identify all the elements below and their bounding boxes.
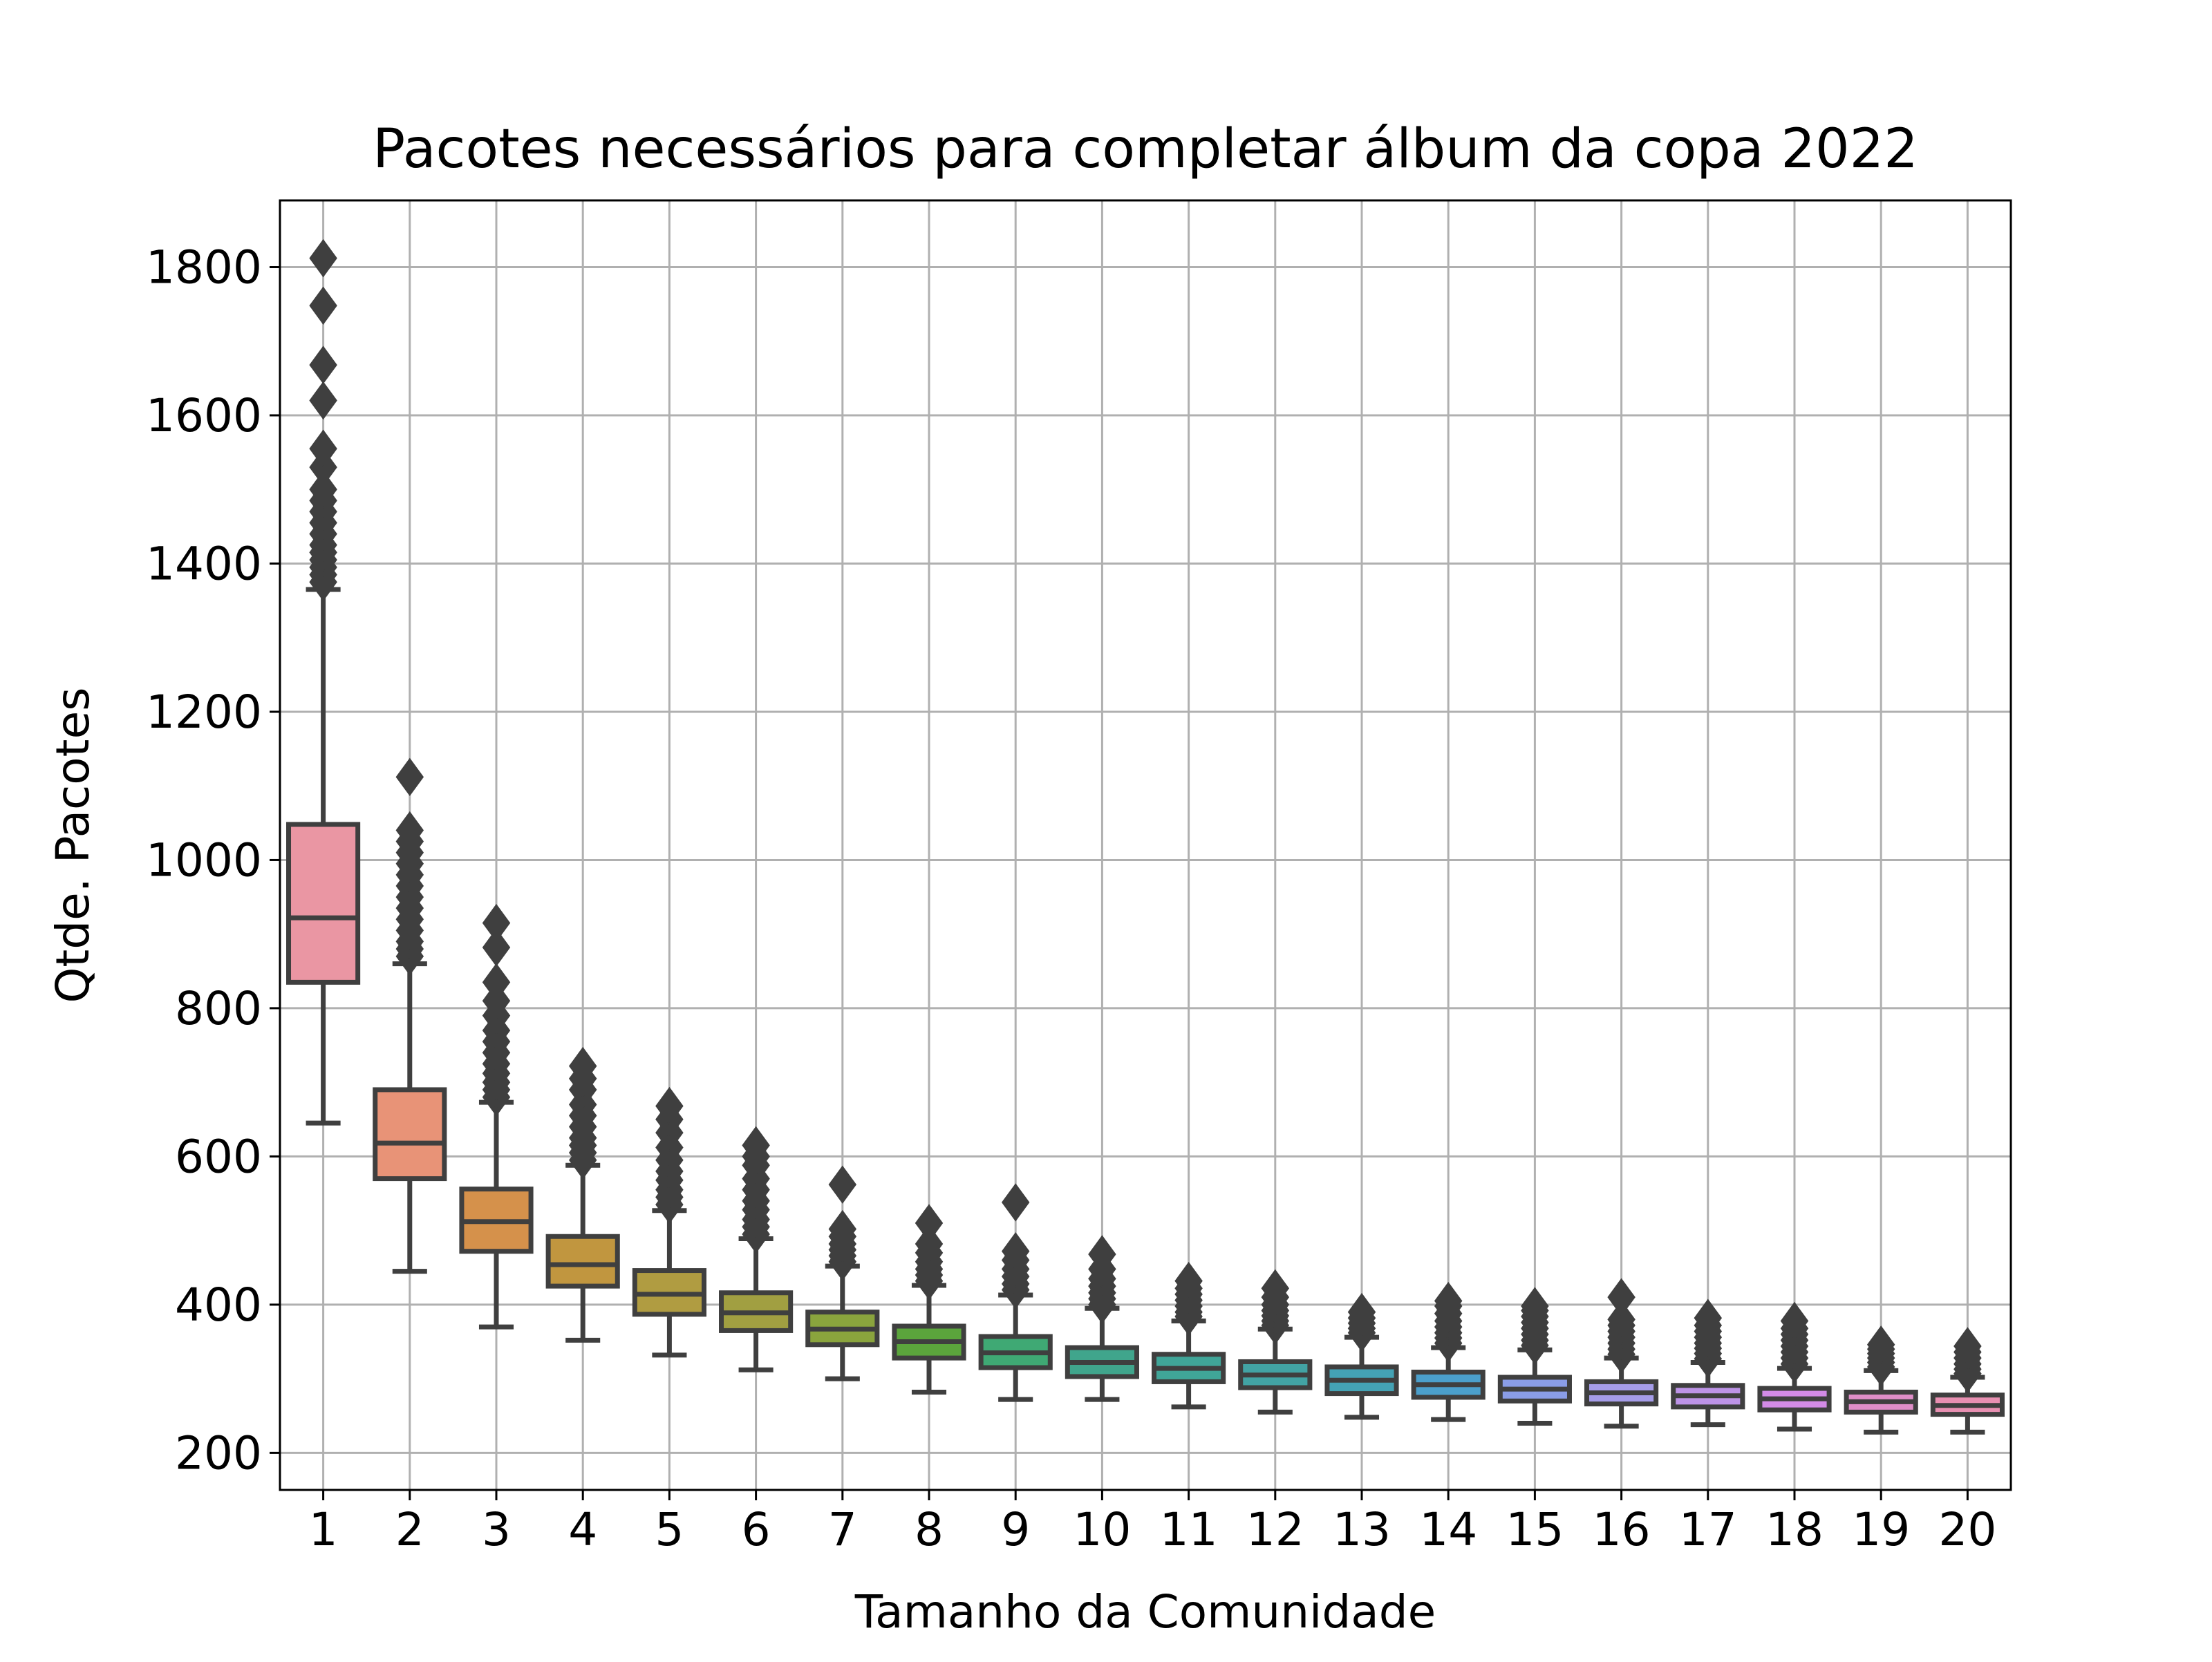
- y-tick-label: 200: [175, 1426, 262, 1480]
- x-tick-label: 14: [1419, 1503, 1477, 1556]
- box-group-4: [545, 1046, 620, 1343]
- outlier-point: [1521, 1287, 1549, 1325]
- outlier-point: [655, 1086, 684, 1126]
- outlier-point: [915, 1204, 944, 1243]
- y-tick-label: 400: [175, 1278, 262, 1332]
- outlier-point: [1088, 1235, 1116, 1274]
- box-group-2: [373, 757, 447, 1274]
- x-tick-label: 7: [828, 1503, 857, 1556]
- x-tick-label: 9: [1001, 1503, 1030, 1556]
- outlier-point: [395, 811, 424, 850]
- y-tick-label: 600: [175, 1130, 262, 1183]
- x-tick-label: 10: [1073, 1503, 1131, 1556]
- outlier-point: [482, 903, 511, 943]
- outlier-point: [828, 1209, 857, 1249]
- x-tick-label: 8: [915, 1503, 944, 1556]
- y-axis-label: Qtde. Pacotes: [46, 687, 100, 1003]
- outlier-point: [915, 1225, 944, 1263]
- y-axis-ticks: 200 400 600 800 1000 1200 1400 1600 1800: [146, 241, 280, 1480]
- outlier-point: [742, 1126, 770, 1165]
- outlier-point: [1953, 1327, 1982, 1366]
- outlier-point: [1001, 1231, 1030, 1271]
- grid: [280, 200, 2011, 1490]
- x-tick-label: 15: [1506, 1503, 1564, 1556]
- outlier-point: [309, 429, 337, 468]
- box-group-17: [1671, 1299, 1745, 1428]
- box-group-5: [632, 1086, 706, 1358]
- outlier-point: [309, 470, 337, 509]
- x-tick-label: 12: [1246, 1503, 1304, 1556]
- outlier-point: [1174, 1261, 1203, 1301]
- x-tick-label: 6: [742, 1503, 771, 1556]
- x-tick-label: 4: [568, 1503, 597, 1556]
- outlier-point: [1261, 1269, 1290, 1307]
- box-iqr: [545, 1234, 620, 1289]
- box-group-11: [1152, 1261, 1226, 1410]
- box-group-16: [1584, 1278, 1659, 1429]
- outlier-point: [482, 963, 511, 1002]
- outlier-point: [1607, 1278, 1635, 1316]
- plot-frame: [279, 199, 2012, 1491]
- x-tick-label: 18: [1765, 1503, 1824, 1556]
- x-tick-label: 11: [1160, 1503, 1218, 1556]
- outlier-point: [568, 1046, 597, 1086]
- x-tick-label: 13: [1333, 1503, 1391, 1556]
- box-iqr: [373, 1087, 447, 1182]
- box-group-18: [1757, 1301, 1832, 1432]
- outlier-point: [1694, 1299, 1723, 1337]
- box-group-9: [978, 1183, 1053, 1402]
- y-tick-label: 1600: [146, 389, 262, 442]
- x-tick-label: 1: [309, 1503, 338, 1556]
- x-axis-label: Tamanho da Comunidade: [854, 1585, 1436, 1639]
- box-group-8: [892, 1204, 966, 1395]
- box-group-15: [1497, 1287, 1572, 1426]
- outlier-point: [1866, 1325, 1895, 1364]
- box-group-19: [1844, 1325, 1918, 1435]
- outlier-point: [309, 381, 337, 420]
- box-group-3: [459, 903, 534, 1330]
- boxes: [286, 238, 2005, 1435]
- x-axis-ticks: 1 2 3 4 5 6 7 8 9 10 11 12 13 14 15 16 17 18 19 20: [309, 1490, 1996, 1556]
- box-group-10: [1065, 1235, 1139, 1402]
- x-tick-label: 19: [1852, 1503, 1910, 1556]
- outlier-point: [1347, 1292, 1376, 1332]
- box-group-12: [1238, 1269, 1313, 1415]
- outlier-point: [482, 928, 511, 967]
- outlier-point: [1434, 1281, 1463, 1321]
- outlier-point: [1001, 1183, 1030, 1222]
- x-tick-label: 17: [1679, 1503, 1737, 1556]
- outlier-point: [309, 286, 337, 325]
- x-tick-label: 3: [482, 1503, 511, 1556]
- y-tick-label: 800: [175, 982, 262, 1035]
- y-tick-label: 1200: [146, 686, 262, 739]
- outlier-point: [828, 1165, 857, 1204]
- outlier-point: [309, 346, 337, 384]
- chart-title: Pacotes necessários para completar álbum…: [373, 118, 1918, 180]
- outlier-point: [395, 757, 424, 797]
- y-tick-label: 1400: [146, 537, 262, 590]
- box-group-20: [1930, 1327, 2005, 1435]
- x-tick-label: 20: [1938, 1503, 1996, 1556]
- box-group-7: [805, 1165, 880, 1381]
- x-tick-label: 5: [655, 1503, 684, 1556]
- x-tick-label: 16: [1593, 1503, 1651, 1556]
- x-tick-label: 2: [395, 1503, 424, 1556]
- box-group-6: [719, 1126, 794, 1372]
- outlier-point: [1780, 1301, 1809, 1341]
- y-tick-label: 1800: [146, 241, 262, 294]
- box-group-1: [286, 238, 361, 1126]
- box-group-14: [1411, 1281, 1485, 1422]
- outlier-point: [1607, 1300, 1635, 1339]
- outlier-point: [309, 238, 337, 278]
- box-iqr: [286, 822, 361, 985]
- y-tick-label: 1000: [146, 833, 262, 887]
- box-group-13: [1324, 1292, 1399, 1420]
